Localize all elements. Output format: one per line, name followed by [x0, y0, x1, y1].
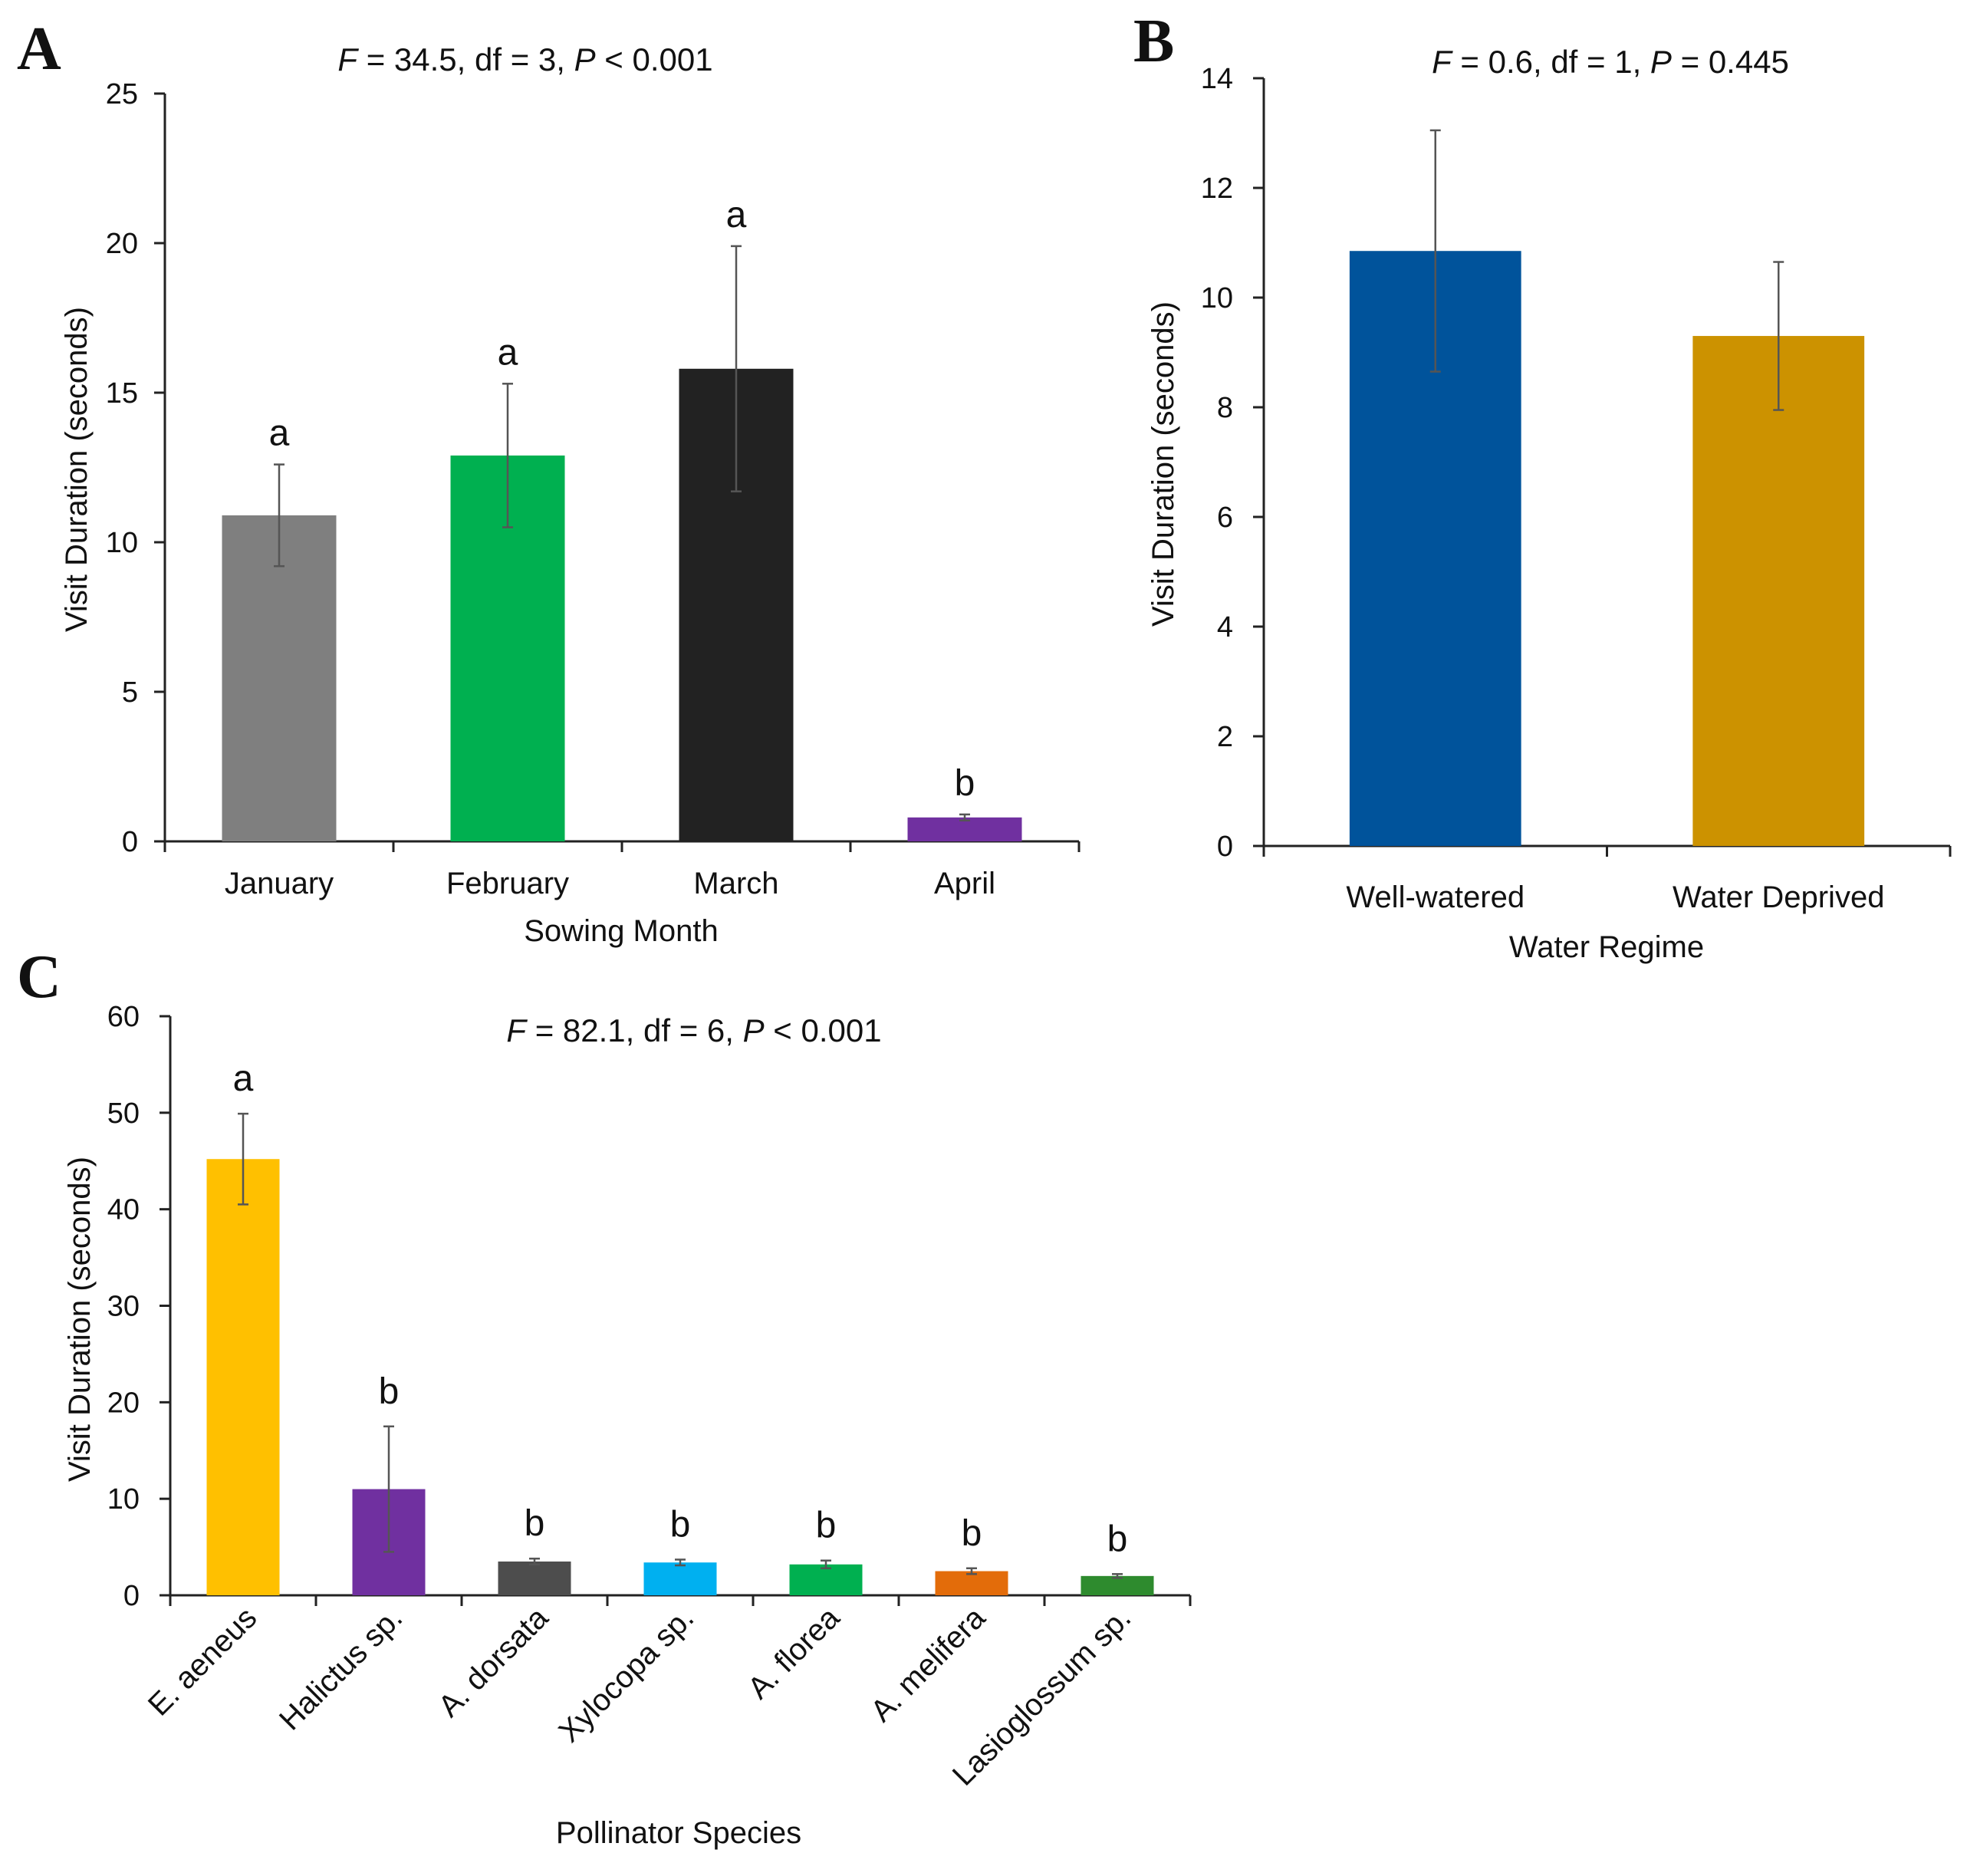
panel-b-y-axis: 0 2 4 6 8 10 12 14: [1201, 63, 1265, 863]
y-tick-label: 5: [122, 676, 138, 709]
y-tick-label: 12: [1201, 173, 1233, 205]
y-tick-label: 0: [122, 826, 138, 858]
y-tick-label: 0: [123, 1580, 140, 1612]
panel-c-y-axis-title: Visit Duration (seconds): [63, 1157, 97, 1482]
y-tick-label: 20: [106, 228, 138, 260]
y-tick-label: 4: [1217, 611, 1233, 643]
panel-a: A F = 34.5, df = 3, P < 0.001 0 5 10 15 20 25…: [17, 15, 1081, 948]
y-tick-label: 6: [1217, 502, 1233, 534]
significance-letter: b: [816, 1506, 837, 1546]
y-tick-label: 15: [106, 377, 138, 410]
category-label: E. aeneus: [142, 1601, 263, 1722]
bar-january: [222, 515, 337, 841]
y-tick-label: 8: [1217, 392, 1233, 424]
significance-letter: b: [670, 1504, 691, 1545]
panel-b-stat: F = 0.6, df = 1, P = 0.445: [1432, 44, 1789, 80]
panel-a-y-axis: 0 5 10 15 20 25: [106, 78, 166, 858]
panel-a-letter: A: [17, 15, 61, 83]
bar-a-florea: [789, 1564, 863, 1595]
bar-a-melifera: [935, 1571, 1008, 1595]
y-tick-label: 10: [106, 527, 138, 559]
category-label: January: [225, 867, 334, 900]
significance-letter: a: [269, 413, 290, 454]
y-tick-label: 0: [1217, 831, 1233, 863]
panel-c-bars: [206, 1159, 1154, 1595]
panel-b-y-axis-title: Visit Duration (seconds): [1146, 301, 1180, 627]
panel-a-x-axis: [163, 840, 1081, 852]
panel-c-error-bars: [238, 1112, 1123, 1579]
significance-letter: a: [498, 332, 518, 373]
category-label: Water Deprived: [1673, 880, 1884, 914]
panel-c-y-axis: 0 10 20 30 40 50 60: [107, 1001, 172, 1612]
category-label: A. dorsata: [432, 1601, 555, 1724]
panel-c-letter: C: [17, 943, 61, 1011]
bar-water-deprived: [1692, 336, 1865, 846]
panel-a-stat: F = 34.5, df = 3, P < 0.001: [337, 41, 712, 77]
significance-letter: b: [379, 1371, 400, 1412]
significance-letter: b: [525, 1503, 545, 1544]
y-tick-label: 10: [1201, 282, 1233, 314]
y-tick-label: 50: [107, 1098, 140, 1130]
category-label: April: [934, 867, 995, 900]
category-label: Well-watered: [1346, 880, 1525, 914]
y-tick-label: 25: [106, 78, 138, 110]
bar-xylocopa-sp: [643, 1562, 717, 1595]
category-label: Xylocopa sp.: [552, 1601, 700, 1749]
category-label: Halictus sp.: [273, 1601, 409, 1736]
bar-e-aeneus: [206, 1159, 280, 1595]
y-tick-label: 10: [107, 1483, 140, 1516]
bar-a-dorsata: [498, 1561, 571, 1595]
y-tick-label: 20: [107, 1387, 140, 1419]
y-tick-label: 30: [107, 1291, 140, 1323]
panel-c-stat: F = 82.1, df = 6, P < 0.001: [506, 1012, 881, 1048]
significance-letter: b: [962, 1513, 982, 1554]
panel-a-bars: [222, 368, 1022, 841]
panel-b-x-axis: [1262, 844, 1952, 857]
category-label: February: [446, 867, 569, 900]
bar-april: [907, 817, 1022, 841]
category-label: March: [693, 867, 778, 900]
panel-c-category-labels: E. aeneus Halictus sp. A. dorsataXylocopa …: [142, 1601, 1137, 1792]
panel-b-error-bars: [1429, 129, 1784, 411]
panel-b: B F = 0.6, df = 1, P = 0.445 0 2 4 6 8 10 12 14…: [1133, 8, 1952, 964]
significance-letter: a: [726, 195, 747, 235]
y-tick-label: 60: [107, 1001, 140, 1033]
y-tick-label: 2: [1217, 721, 1233, 753]
panel-a-y-axis-title: Visit Duration (seconds): [60, 307, 94, 632]
panel-b-category-labels: Well-watered Water Deprived: [1346, 880, 1884, 914]
panel-c-significance-letters: a b b b b b b: [233, 1058, 1128, 1559]
panel-a-x-axis-title: Sowing Month: [524, 914, 718, 948]
panel-c-x-axis: [169, 1594, 1192, 1606]
significance-letter: b: [1107, 1519, 1128, 1559]
panel-b-letter: B: [1133, 8, 1174, 75]
panel-b-x-axis-title: Water Regime: [1509, 930, 1704, 964]
panel-b-bars: [1349, 251, 1865, 847]
bar-lasioglossum-sp: [1081, 1575, 1154, 1595]
category-label: A. florea: [742, 1601, 847, 1706]
panel-a-significance-letters: a a a b: [269, 195, 975, 804]
significance-letter: b: [955, 763, 975, 804]
significance-letter: a: [233, 1058, 254, 1099]
category-label: A. melifera: [864, 1601, 992, 1729]
panel-c: C F = 82.1, df = 6, P < 0.001 0 10 20 30 40 5…: [17, 943, 1192, 1850]
panel-c-x-axis-title: Pollinator Species: [556, 1816, 801, 1850]
y-tick-label: 40: [107, 1194, 140, 1226]
y-tick-label: 14: [1201, 63, 1233, 95]
panel-a-category-labels: January February March April: [225, 867, 995, 900]
panel-a-error-bars: [274, 245, 970, 821]
